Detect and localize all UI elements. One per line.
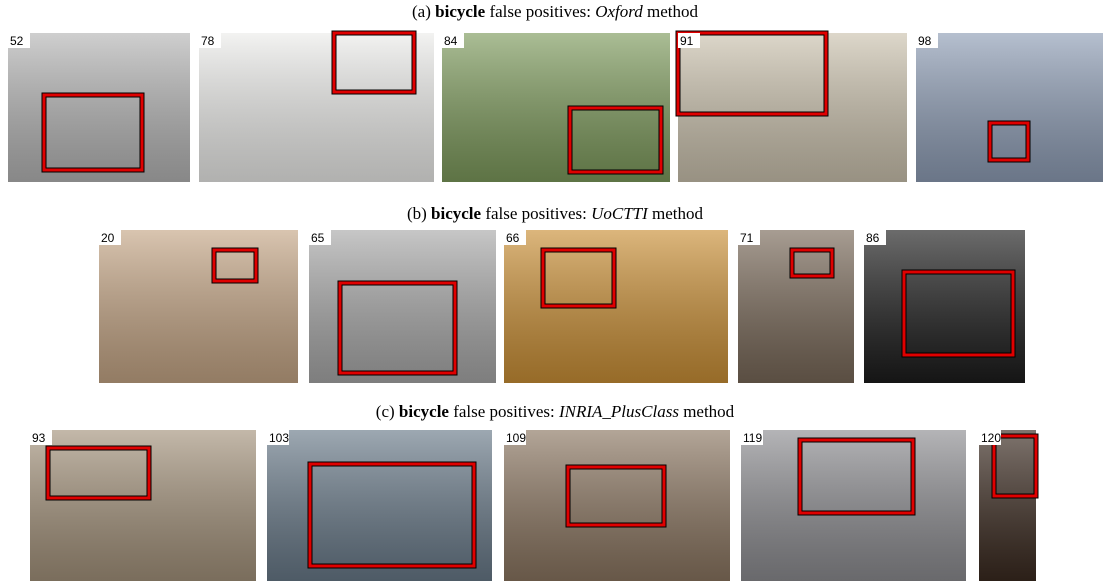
caption-suffix: method — [652, 204, 703, 223]
rank-label: 120 — [981, 431, 1001, 445]
photo-shade — [99, 230, 298, 383]
photo-shade — [267, 430, 492, 581]
rank-label: 52 — [10, 34, 24, 48]
caption-middle: false positives: — [485, 204, 587, 223]
photo-shade — [199, 33, 434, 182]
photo-shade — [738, 230, 854, 383]
rank-label: 65 — [311, 231, 325, 245]
rank-label: 71 — [740, 231, 754, 245]
rank-label: 84 — [444, 34, 458, 48]
photo-shade — [504, 430, 730, 581]
caption-method: Oxford — [595, 2, 643, 21]
caption: (a) bicycle false positives: Oxford meth… — [412, 2, 698, 21]
detection-image: 86 — [864, 230, 1025, 383]
photo-shade — [8, 33, 190, 182]
rank-label: 66 — [506, 231, 520, 245]
rank-label: 93 — [32, 431, 46, 445]
caption-suffix: method — [683, 402, 734, 421]
detection-image: 84 — [442, 33, 670, 182]
caption-method: INRIA_PlusClass — [558, 402, 679, 421]
rank-label: 103 — [269, 431, 289, 445]
caption-prefix: (c) — [376, 402, 395, 421]
rank-label: 119 — [743, 431, 762, 445]
caption-middle: false positives: — [489, 2, 591, 21]
photo-shade — [678, 33, 907, 182]
detection-image: 66 — [504, 230, 728, 383]
caption-class: bicycle — [435, 2, 485, 21]
caption: (c) bicycle false positives: INRIA_PlusC… — [376, 402, 735, 421]
photo-shade — [30, 430, 256, 581]
detection-image: 20 — [99, 230, 298, 383]
caption-method: UoCTTI — [591, 204, 649, 223]
caption-prefix: (b) — [407, 204, 427, 223]
caption-middle: false positives: — [453, 402, 555, 421]
detection-image: 103 — [267, 430, 492, 581]
caption-class: bicycle — [399, 402, 449, 421]
detection-image: 91 — [678, 33, 907, 182]
caption-class: bicycle — [431, 204, 481, 223]
caption: (b) bicycle false positives: UoCTTI meth… — [407, 204, 704, 223]
detection-image: 119 — [741, 430, 966, 581]
figure: (a) bicycle false positives: Oxford meth… — [0, 0, 1109, 581]
rank-label: 91 — [680, 34, 694, 48]
detection-image: 93 — [30, 430, 256, 581]
detection-image: 71 — [738, 230, 854, 383]
detection-image: 78 — [199, 33, 434, 182]
caption-suffix: method — [647, 2, 698, 21]
photo-shade — [741, 430, 966, 581]
caption-prefix: (a) — [412, 2, 431, 21]
rank-label: 109 — [506, 431, 526, 445]
detection-image: 120 — [979, 430, 1036, 581]
photo-shade — [309, 230, 496, 383]
rank-label: 78 — [201, 34, 215, 48]
detection-image: 65 — [309, 230, 496, 383]
rank-label: 98 — [918, 34, 932, 48]
rank-label: 86 — [866, 231, 880, 245]
photo-shade — [864, 230, 1025, 383]
detection-image: 109 — [504, 430, 730, 581]
photo-shade — [979, 430, 1036, 581]
detection-image: 98 — [916, 33, 1103, 182]
detection-image: 52 — [8, 33, 190, 182]
rank-label: 20 — [101, 231, 115, 245]
